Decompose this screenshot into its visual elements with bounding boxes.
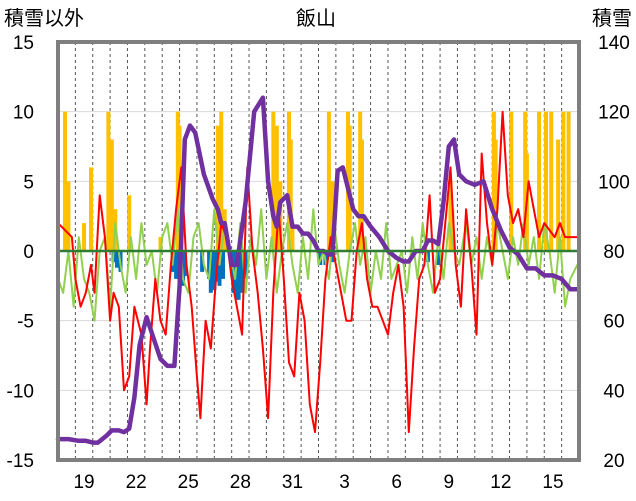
- y-label-right: 積雪: [592, 7, 632, 30]
- precipitation-bar-36: [544, 111, 549, 252]
- precipitation-bar-16: [271, 111, 276, 252]
- x-tick-3: 28: [230, 472, 251, 493]
- precipitation-bar-37: [549, 111, 554, 252]
- blue-bars-bar-1: [115, 251, 120, 268]
- blue-bars-bar-4: [174, 251, 179, 279]
- y-tick-right-2: 100: [598, 172, 630, 193]
- y-tick-left-6: -15: [7, 451, 34, 472]
- precipitation-bar-39: [561, 111, 566, 252]
- blue-bars-bar-14: [220, 251, 225, 279]
- y-tick-left-3: 0: [23, 242, 34, 263]
- y-ticks-left: 15 10 5 0 -5 -10 -15: [7, 33, 34, 472]
- x-tick-9: 15: [542, 472, 563, 493]
- precipitation-bar-40: [566, 111, 571, 252]
- y-tick-left-4: -5: [17, 312, 34, 333]
- y-tick-right-4: 60: [603, 312, 624, 333]
- precipitation-bar-29: [450, 209, 455, 251]
- blue-bars-bar-11: [212, 251, 217, 291]
- precipitation-bar-7: [127, 195, 132, 251]
- blue-bars-bar-17: [236, 251, 241, 300]
- x-ticks: 19 22 25 28 31 3 6 9 12 15: [73, 472, 563, 493]
- precipitation-bar-31: [493, 139, 498, 251]
- plot-frame: [56, 40, 581, 462]
- y-tick-right-5: 40: [603, 381, 624, 402]
- precipitation-bar-2: [82, 223, 87, 251]
- x-tick-1: 22: [126, 472, 147, 493]
- blue-bars-bar-18: [240, 251, 245, 293]
- precipitation-bar-0: [62, 111, 67, 252]
- precipitation-bar-20: [288, 139, 293, 251]
- blue-bars-bar-19: [243, 251, 248, 279]
- precipitation-bar-38: [556, 139, 561, 251]
- blue-bars-bar-13: [217, 251, 222, 286]
- precipitation-bar-22: [326, 111, 331, 252]
- x-tick-0: 19: [73, 472, 94, 493]
- precipitation-bar-3: [88, 167, 93, 251]
- precipitation-bar-12: [215, 125, 220, 251]
- chart-title: 飯山: [296, 7, 336, 30]
- precipitation-bar-5: [109, 139, 114, 251]
- y-tick-right-0: 140: [598, 33, 630, 54]
- precipitation-bar-23: [330, 181, 335, 251]
- precipitation-bar-32: [509, 111, 514, 252]
- y-label-left: 積雪以外: [4, 7, 84, 30]
- x-tick-7: 9: [443, 472, 454, 493]
- y-tick-left-0: 15: [13, 33, 34, 54]
- blue-bars-bar-8: [200, 251, 205, 272]
- y-tick-left-1: 10: [13, 103, 34, 124]
- x-tick-4: 31: [282, 472, 303, 493]
- y-tick-left-5: -10: [7, 381, 34, 402]
- x-tick-5: 3: [339, 472, 350, 493]
- precipitation-bar-13: [219, 111, 224, 252]
- x-tick-2: 25: [178, 472, 199, 493]
- precipitation-bar-1: [66, 181, 71, 251]
- blue-bars-bar-24: [436, 251, 441, 265]
- precipitation-bar-4: [106, 111, 111, 252]
- temperature-line: [57, 110, 579, 434]
- y-tick-right-3: 80: [603, 242, 624, 263]
- precipitation-bar-27: [359, 139, 364, 251]
- precipitation-bar-35: [537, 111, 542, 252]
- blue-bars-bar-23: [425, 251, 430, 263]
- precipitation-bar-21: [290, 223, 295, 251]
- precipitation-bar-8: [158, 237, 163, 251]
- blue-bars-bar-10: [208, 251, 213, 293]
- blue-bars-bar-7: [182, 251, 187, 277]
- x-tick-8: 12: [490, 472, 511, 493]
- x-tick-6: 6: [391, 472, 402, 493]
- y-tick-right-1: 120: [598, 103, 630, 124]
- y-tick-right-6: 20: [603, 451, 624, 472]
- y-ticks-right: 140 120 100 80 60 40 20: [598, 33, 630, 472]
- precipitation-bar-17: [274, 125, 279, 251]
- snow-depth-line: [55, 95, 580, 445]
- y-tick-left-2: 5: [23, 172, 34, 193]
